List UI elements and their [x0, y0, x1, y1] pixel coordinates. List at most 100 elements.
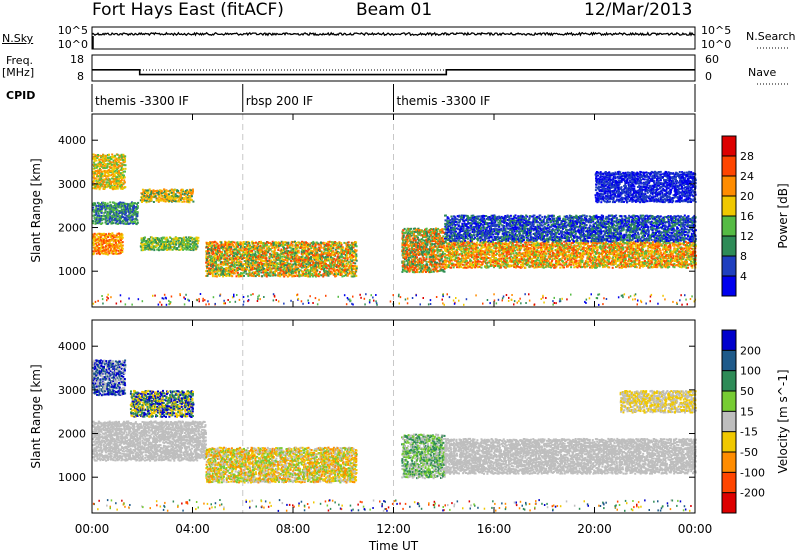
echo-cell	[149, 200, 152, 202]
echo-cell	[435, 241, 438, 244]
echo-cell	[284, 262, 287, 265]
echo-cell	[441, 251, 444, 254]
echo-cell	[262, 271, 265, 274]
echo-cell	[211, 273, 214, 276]
echo-cell	[115, 167, 117, 170]
echo-cell	[280, 259, 283, 262]
echo-cell	[437, 258, 440, 261]
echo-cell	[123, 159, 126, 162]
echo-cell	[467, 261, 470, 264]
echo-cell	[221, 261, 224, 264]
echo-cell	[429, 231, 432, 233]
echo-cell	[266, 263, 269, 266]
echo-cell	[268, 241, 271, 244]
echo-cell	[196, 238, 199, 241]
echo-cell	[253, 247, 256, 250]
echo-cell	[116, 246, 119, 249]
echo-cell	[355, 269, 358, 272]
echo-cell	[250, 272, 253, 275]
echo-cell	[464, 241, 467, 244]
echo-cell	[257, 258, 260, 260]
echo-cell	[259, 246, 262, 249]
echo-cell	[443, 247, 446, 249]
echo-cell	[115, 215, 118, 218]
echo-cell	[253, 244, 256, 247]
echo-cell	[436, 261, 438, 264]
echo-cell	[94, 240, 97, 243]
echo-cell	[465, 244, 468, 247]
echo-cell	[241, 268, 244, 271]
echo-cell	[95, 252, 98, 255]
echo-cell	[279, 254, 282, 257]
echo-cell	[147, 195, 150, 197]
echo-cell	[265, 254, 268, 257]
echo-cell	[94, 222, 97, 225]
echo-cell	[207, 263, 210, 266]
echo-cell	[484, 266, 487, 268]
echo-cell	[401, 261, 404, 264]
echo-cell	[223, 254, 226, 257]
echo-cell	[92, 153, 95, 156]
echo-cell	[93, 160, 96, 163]
echo-cell	[425, 238, 428, 241]
echo-cell	[167, 248, 170, 251]
echo-cell	[95, 163, 98, 166]
echo-cell	[136, 206, 139, 209]
echo-cell	[211, 262, 214, 264]
echo-cell	[263, 252, 266, 255]
echo-cell	[406, 263, 409, 266]
echo-cell	[320, 262, 323, 265]
echo-cell	[440, 249, 443, 252]
echo-cell	[100, 239, 103, 242]
echo-cell	[350, 266, 353, 269]
echo-cell	[319, 254, 322, 257]
echo-cell	[435, 256, 438, 259]
echo-cell	[465, 266, 468, 269]
echo-cell	[346, 253, 349, 256]
echo-cell	[334, 269, 337, 272]
echo-cell	[189, 245, 192, 248]
echo-cell	[230, 246, 233, 249]
echo-cell	[476, 258, 479, 261]
echo-cell	[450, 242, 453, 245]
echo-cell	[275, 241, 277, 244]
echo-cell	[430, 255, 433, 258]
echo-cell	[174, 188, 177, 191]
echo-cell	[118, 154, 121, 157]
echo-cell	[302, 270, 305, 273]
echo-cell	[103, 249, 106, 252]
echo-cell	[220, 241, 223, 244]
echo-cell	[98, 165, 101, 168]
echo-cell	[148, 238, 151, 240]
echo-cell	[121, 244, 124, 247]
echo-cell	[111, 217, 114, 219]
echo-cell	[474, 262, 477, 265]
echo-cell	[261, 243, 264, 246]
echo-cell	[311, 246, 314, 249]
echo-cell	[340, 251, 343, 254]
echo-cell	[110, 171, 113, 174]
echo-cell	[298, 256, 301, 258]
echo-cell	[325, 265, 328, 267]
echo-cell	[316, 273, 319, 276]
echo-cell	[267, 272, 270, 275]
echo-cell	[123, 164, 126, 167]
echo-cell	[482, 253, 485, 256]
echo-cell	[106, 164, 109, 167]
echo-cell	[104, 172, 107, 175]
freq-label-1: Freq.	[6, 54, 33, 67]
echo-cell	[225, 262, 228, 265]
echo-cell	[123, 207, 126, 210]
echo-cell	[290, 255, 293, 258]
echo-cell	[213, 261, 216, 264]
echo-cell	[348, 269, 351, 272]
echo-cell	[186, 237, 189, 240]
echo-cell	[344, 273, 347, 276]
echo-cell	[318, 271, 321, 273]
echo-cell	[104, 158, 107, 161]
echo-cell	[167, 240, 170, 243]
echo-cell	[119, 249, 121, 252]
echo-cell	[432, 235, 435, 238]
echo-cell	[263, 247, 266, 250]
echo-cell	[148, 239, 151, 242]
